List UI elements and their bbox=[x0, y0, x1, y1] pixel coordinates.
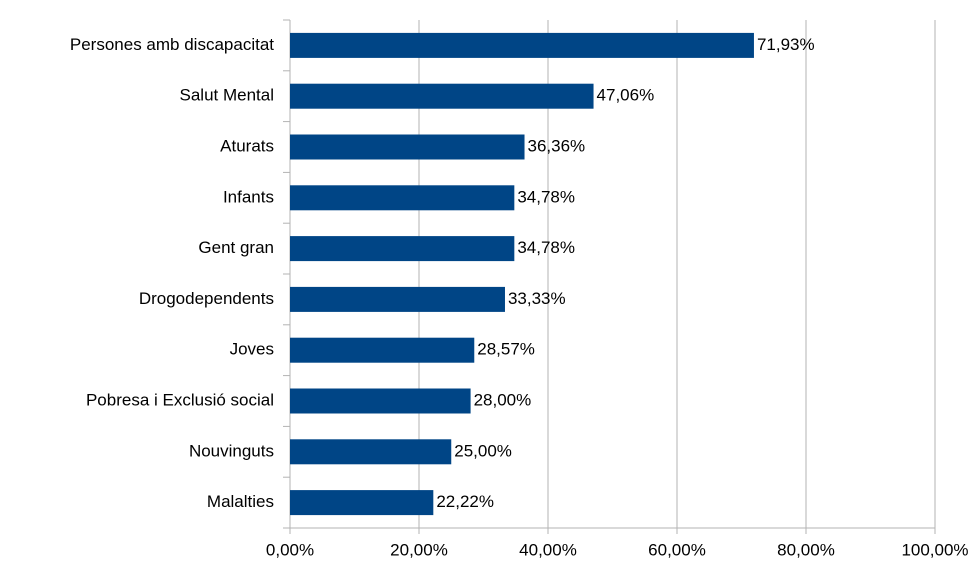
data-label: 25,00% bbox=[454, 441, 512, 460]
x-tick-label: 100,00% bbox=[901, 540, 968, 559]
y-tick-label: Salut Mental bbox=[180, 86, 275, 105]
bar bbox=[290, 83, 594, 109]
bar bbox=[290, 388, 471, 414]
bar bbox=[290, 185, 515, 211]
data-label: 71,93% bbox=[757, 35, 815, 54]
data-label: 28,00% bbox=[474, 390, 532, 409]
bar bbox=[290, 439, 452, 465]
bar bbox=[290, 337, 475, 363]
x-tick-label: 40,00% bbox=[519, 540, 577, 559]
y-tick-label: Infants bbox=[223, 187, 274, 206]
x-tick-label: 0,00% bbox=[266, 540, 314, 559]
bar bbox=[290, 134, 525, 160]
y-tick-label: Persones amb discapacitat bbox=[70, 35, 274, 54]
data-label: 28,57% bbox=[477, 340, 535, 359]
y-tick-label: Aturats bbox=[220, 136, 274, 155]
data-label: 34,78% bbox=[517, 187, 575, 206]
data-label: 36,36% bbox=[528, 136, 586, 155]
y-tick-label: Nouvinguts bbox=[189, 441, 274, 460]
bar bbox=[290, 236, 515, 262]
data-label: 47,06% bbox=[597, 86, 655, 105]
y-tick-label: Pobresa i Exclusió social bbox=[86, 390, 274, 409]
x-tick-label: 80,00% bbox=[777, 540, 835, 559]
x-tick-label: 60,00% bbox=[648, 540, 706, 559]
bar bbox=[290, 32, 754, 58]
data-label: 34,78% bbox=[517, 238, 575, 257]
bar bbox=[290, 490, 434, 516]
y-tick-label: Malalties bbox=[207, 492, 274, 511]
data-label: 33,33% bbox=[508, 289, 566, 308]
y-tick-label: Drogodependents bbox=[139, 289, 274, 308]
x-tick-label: 20,00% bbox=[390, 540, 448, 559]
y-tick-label: Gent gran bbox=[198, 238, 274, 257]
bar bbox=[290, 286, 505, 312]
data-label: 22,22% bbox=[436, 492, 494, 511]
y-tick-label: Joves bbox=[230, 340, 274, 359]
